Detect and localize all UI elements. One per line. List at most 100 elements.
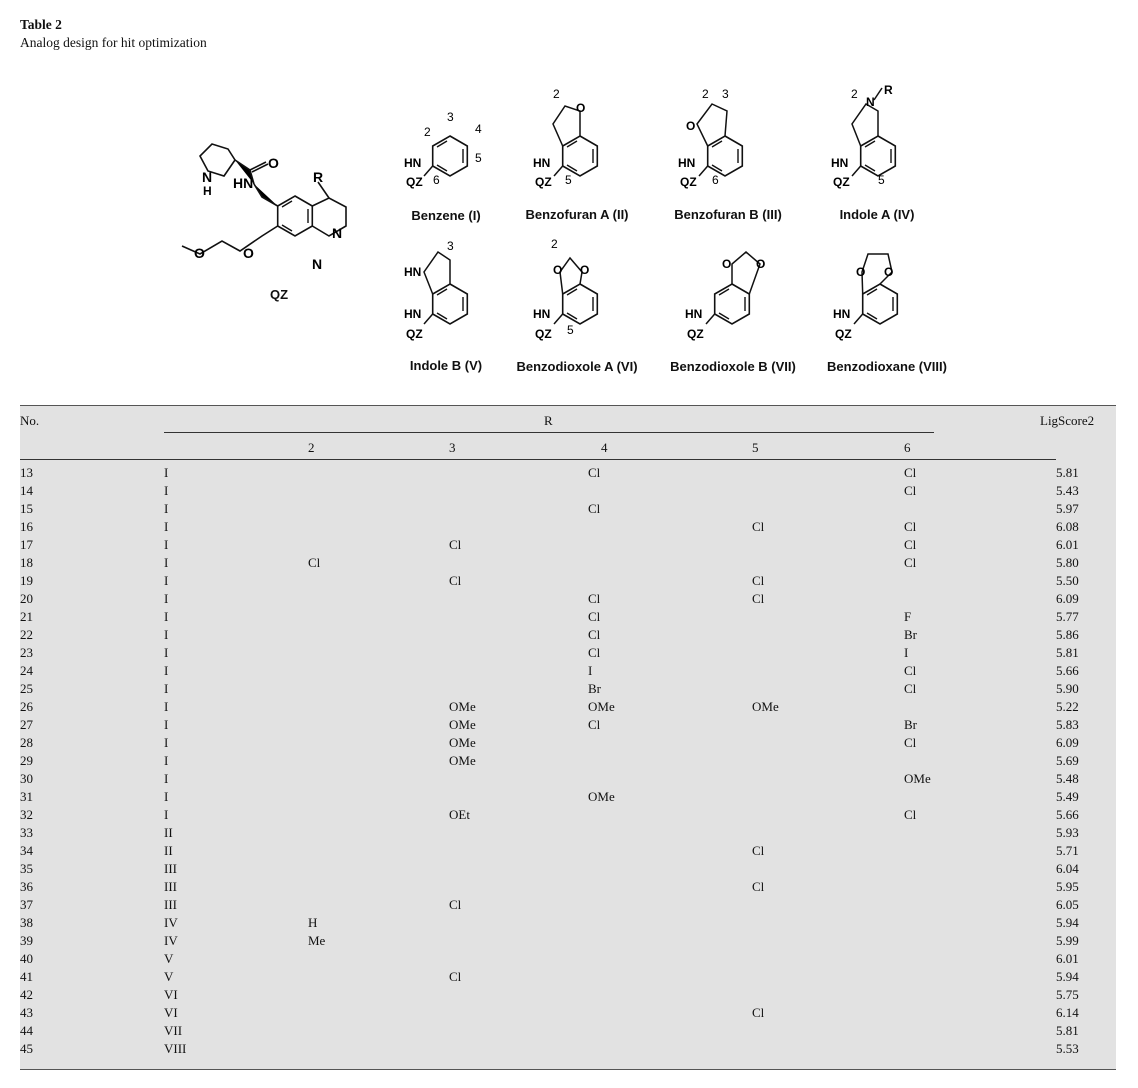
row-r3: OMe	[449, 699, 476, 714]
row-no: 41	[20, 969, 33, 984]
row-r6: OMe	[904, 771, 931, 786]
scaffold-label-1: Benzene (I)	[411, 208, 481, 223]
row-ligscore2: 5.81	[1056, 465, 1079, 480]
row-scaffold: I	[164, 681, 169, 696]
row-ligscore2: 5.71	[1056, 843, 1079, 858]
svg-text:H: H	[203, 184, 212, 198]
row-no: 15	[20, 501, 33, 516]
row-no: 35	[20, 861, 33, 876]
svg-text:HN: HN	[233, 175, 253, 191]
row-ligscore2: 6.05	[1056, 897, 1079, 912]
svg-text:QZ: QZ	[406, 175, 423, 189]
table-row: 32 I OEt Cl 5.66	[20, 806, 1116, 824]
row-no: 42	[20, 987, 33, 1002]
table-row: 44 VII 5.81	[20, 1022, 1116, 1040]
header-r-rule	[164, 432, 934, 433]
row-no: 39	[20, 933, 33, 948]
svg-text:4: 4	[475, 122, 482, 136]
header-bottom-rule	[20, 459, 1056, 460]
row-ligscore2: 5.83	[1056, 717, 1079, 732]
row-r3: OEt	[449, 807, 470, 822]
svg-text:HN: HN	[685, 307, 702, 321]
table-row: 34 II Cl 5.71	[20, 842, 1116, 860]
row-ligscore2: 6.08	[1056, 519, 1079, 534]
table-row: 43 VI Cl 6.14	[20, 1004, 1116, 1022]
row-scaffold: VI	[164, 1005, 178, 1020]
row-no: 24	[20, 663, 33, 678]
svg-text:QZ: QZ	[680, 175, 697, 189]
svg-text:QZ: QZ	[833, 175, 850, 189]
row-r6: I	[904, 645, 909, 660]
table-row: 36 III Cl 5.95	[20, 878, 1116, 896]
row-scaffold: II	[164, 843, 173, 858]
row-r4: OMe	[588, 699, 615, 714]
row-no: 25	[20, 681, 33, 696]
table-row: 37 III Cl 6.05	[20, 896, 1116, 914]
header-pos-2: 2	[308, 440, 315, 455]
svg-text:HN: HN	[678, 156, 695, 170]
row-no: 34	[20, 843, 33, 858]
row-r3: Cl	[449, 897, 462, 912]
table-row: 26 I OMe OMe OMe 5.22	[20, 698, 1116, 716]
row-scaffold: III	[164, 879, 177, 894]
row-scaffold: V	[164, 951, 174, 966]
row-scaffold: I	[164, 627, 169, 642]
row-ligscore2: 5.66	[1056, 807, 1079, 822]
scaffold-label-6: Benzodioxole A (VI)	[516, 359, 638, 374]
row-r6: Cl	[904, 519, 917, 534]
scaffold-label-2: Benzofuran A (II)	[525, 207, 629, 222]
row-no: 43	[20, 1005, 33, 1020]
row-r4: Cl	[588, 609, 601, 624]
svg-text:N: N	[332, 225, 342, 241]
row-no: 17	[20, 537, 33, 552]
row-r6: Cl	[904, 555, 917, 570]
svg-text:3: 3	[447, 110, 454, 124]
row-ligscore2: 5.80	[1056, 555, 1079, 570]
row-scaffold: I	[164, 519, 169, 534]
svg-text:HN: HN	[533, 156, 550, 170]
svg-text:R: R	[313, 169, 323, 185]
row-ligscore2: 5.81	[1056, 645, 1079, 660]
row-no: 38	[20, 915, 33, 930]
header-no: No.	[20, 413, 40, 428]
row-ligscore2: 5.94	[1056, 969, 1079, 984]
row-r4: Cl	[588, 717, 601, 732]
svg-text:O: O	[580, 263, 589, 277]
row-r4: Cl	[588, 465, 601, 480]
svg-text:O: O	[686, 119, 695, 133]
structures-figure: R O HN N H N N O O HN QZ 2 3 4 5 6 O	[0, 76, 1138, 386]
scaffold-label-7: Benzodioxole B (VII)	[670, 359, 796, 374]
table-row: 24 I I Cl 5.66	[20, 662, 1116, 680]
header-ligscore2: LigScore2	[1040, 413, 1095, 428]
row-ligscore2: 5.50	[1056, 573, 1079, 588]
row-no: 37	[20, 897, 33, 912]
table-row: 16 I Cl Cl 6.08	[20, 518, 1116, 536]
row-r6: Cl	[904, 681, 917, 696]
row-ligscore2: 5.77	[1056, 609, 1079, 624]
row-ligscore2: 5.86	[1056, 627, 1079, 642]
row-r5: Cl	[752, 573, 765, 588]
svg-text:HN: HN	[831, 156, 848, 170]
row-scaffold: I	[164, 789, 169, 804]
row-r6: Br	[904, 627, 917, 642]
row-r6: F	[904, 609, 912, 624]
row-scaffold: I	[164, 609, 169, 624]
row-no: 28	[20, 735, 33, 750]
table-row: 28 I OMe Cl 6.09	[20, 734, 1116, 752]
table-row: 17 I Cl Cl 6.01	[20, 536, 1116, 554]
row-r3: Cl	[449, 573, 462, 588]
row-ligscore2: 5.53	[1056, 1041, 1079, 1056]
svg-text:O: O	[576, 101, 585, 115]
table-row: 22 I Cl Br 5.86	[20, 626, 1116, 644]
row-no: 20	[20, 591, 33, 606]
table-title: Table 2	[20, 17, 62, 32]
svg-text:HN: HN	[404, 265, 421, 279]
row-r6: Cl	[904, 807, 917, 822]
row-ligscore2: 5.22	[1056, 699, 1079, 714]
table-row: 18 I Cl Cl 5.80	[20, 554, 1116, 572]
row-scaffold: I	[164, 591, 169, 606]
svg-text:HN: HN	[404, 156, 421, 170]
row-scaffold: III	[164, 861, 177, 876]
row-ligscore2: 6.01	[1056, 537, 1079, 552]
row-r4: Br	[588, 681, 601, 696]
